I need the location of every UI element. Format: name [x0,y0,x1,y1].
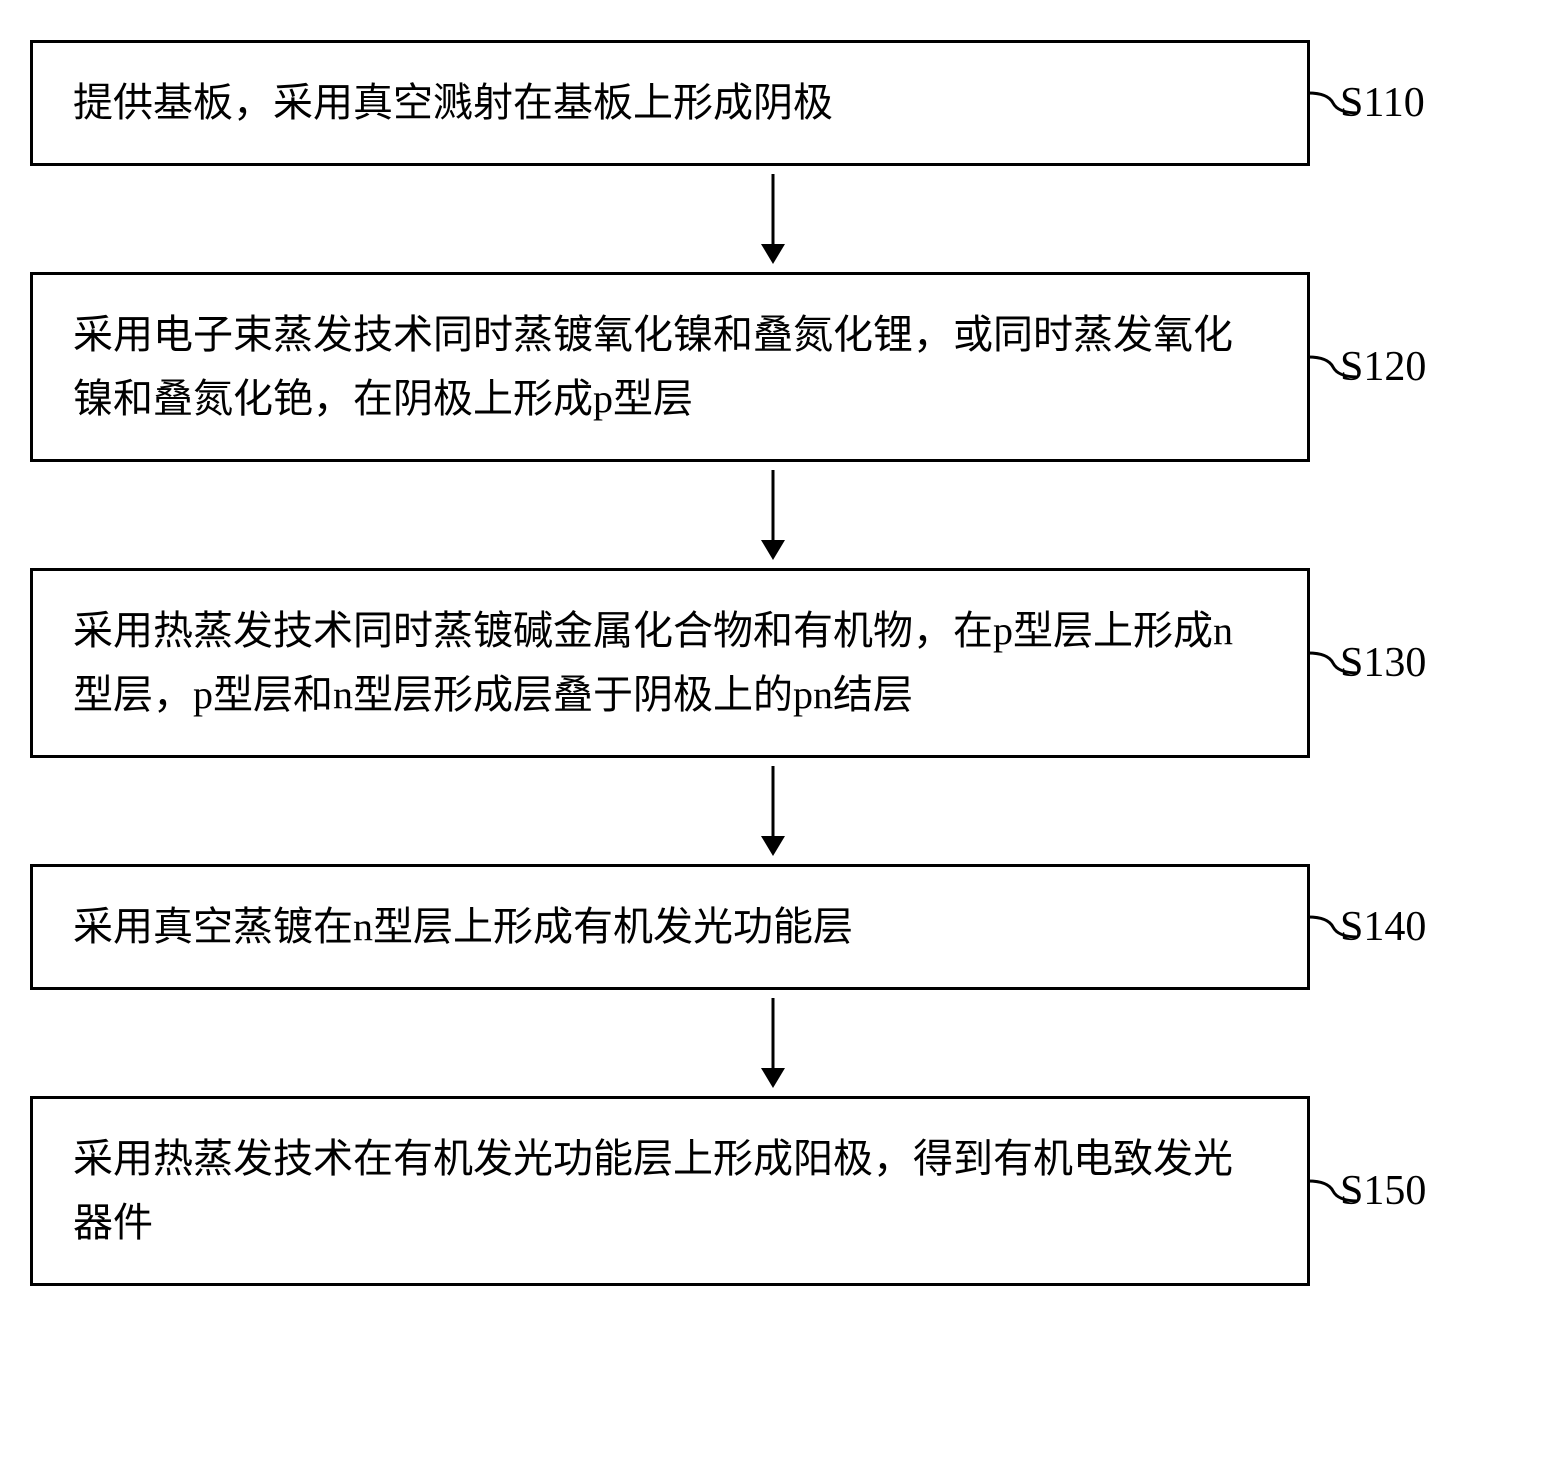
step-row-s120: 采用电子束蒸发技术同时蒸镀氧化镍和叠氮化锂，或同时蒸发氧化镍和叠氮化铯，在阴极上… [30,272,1515,462]
step-box-s140: 采用真空蒸镀在n型层上形成有机发光功能层 [30,864,1310,990]
arrow-down-icon [758,174,788,264]
step-label: S130 [1340,639,1426,687]
flowchart-container: 提供基板，采用真空溅射在基板上形成阴极 S110 采用电子束蒸发技术同时蒸镀氧化… [30,40,1515,1286]
step-label: S120 [1340,343,1426,391]
step-row-s110: 提供基板，采用真空溅射在基板上形成阴极 S110 [30,40,1515,166]
step-text: 采用真空蒸镀在n型层上形成有机发光功能层 [73,904,853,949]
arrow-container [133,990,1413,1096]
step-label: S140 [1340,903,1426,951]
arrow-container [133,758,1413,864]
arrow-down-icon [758,766,788,856]
arrow-down-icon [758,998,788,1088]
step-row-s140: 采用真空蒸镀在n型层上形成有机发光功能层 S140 [30,864,1515,990]
step-row-s150: 采用热蒸发技术在有机发光功能层上形成阳极，得到有机电致发光器件 S150 [30,1096,1515,1286]
step-text: 采用电子束蒸发技术同时蒸镀氧化镍和叠氮化锂，或同时蒸发氧化镍和叠氮化铯，在阴极上… [73,312,1233,421]
step-box-s150: 采用热蒸发技术在有机发光功能层上形成阳极，得到有机电致发光器件 [30,1096,1310,1286]
step-box-s110: 提供基板，采用真空溅射在基板上形成阴极 [30,40,1310,166]
step-text: 提供基板，采用真空溅射在基板上形成阴极 [73,80,833,125]
arrow-down-icon [758,470,788,560]
step-text: 采用热蒸发技术在有机发光功能层上形成阳极，得到有机电致发光器件 [73,1136,1233,1245]
step-text: 采用热蒸发技术同时蒸镀碱金属化合物和有机物，在p型层上形成n型层，p型层和n型层… [73,608,1233,717]
step-label: S110 [1340,79,1425,127]
step-row-s130: 采用热蒸发技术同时蒸镀碱金属化合物和有机物，在p型层上形成n型层，p型层和n型层… [30,568,1515,758]
arrow-container [133,166,1413,272]
step-box-s130: 采用热蒸发技术同时蒸镀碱金属化合物和有机物，在p型层上形成n型层，p型层和n型层… [30,568,1310,758]
step-label: S150 [1340,1167,1426,1215]
step-box-s120: 采用电子束蒸发技术同时蒸镀氧化镍和叠氮化锂，或同时蒸发氧化镍和叠氮化铯，在阴极上… [30,272,1310,462]
arrow-container [133,462,1413,568]
